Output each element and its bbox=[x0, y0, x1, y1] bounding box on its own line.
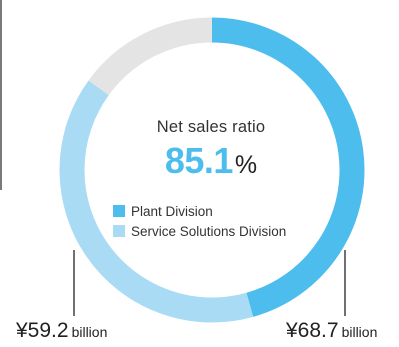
legend-swatch-plant bbox=[113, 205, 125, 217]
legend-item-plant: Plant Division bbox=[113, 201, 286, 221]
left-edge-line bbox=[0, 0, 2, 190]
donut-ring bbox=[59, 17, 365, 323]
amount-value-plant: ¥68.7 bbox=[286, 319, 339, 342]
donut-segment-service-solutions bbox=[59, 80, 254, 323]
ratio-number: 85.1 bbox=[164, 140, 234, 181]
center-label: Net sales ratio 85.1% bbox=[116, 118, 306, 179]
amount-label-plant: ¥68.7 billion bbox=[286, 319, 377, 343]
donut-segment-remainder bbox=[88, 17, 213, 96]
ratio-unit: % bbox=[234, 151, 258, 179]
legend-label-service-solutions: Service Solutions Division bbox=[131, 223, 287, 239]
donut-segment-plant bbox=[211, 17, 365, 317]
chart-title: Net sales ratio bbox=[156, 118, 266, 136]
amount-label-service-solutions: ¥59.2 billion bbox=[16, 319, 107, 343]
amount-value-service-solutions: ¥59.2 bbox=[16, 319, 69, 342]
amount-unit-plant: billion bbox=[341, 324, 378, 340]
legend-swatch-service-solutions bbox=[113, 225, 125, 237]
legend-item-service-solutions: Service Solutions Division bbox=[113, 221, 286, 241]
ratio-value: 85.1% bbox=[116, 143, 306, 179]
amount-unit-service-solutions: billion bbox=[71, 324, 108, 340]
legend: Plant Division Service Solutions Divisio… bbox=[113, 201, 286, 241]
legend-label-plant: Plant Division bbox=[131, 203, 213, 219]
